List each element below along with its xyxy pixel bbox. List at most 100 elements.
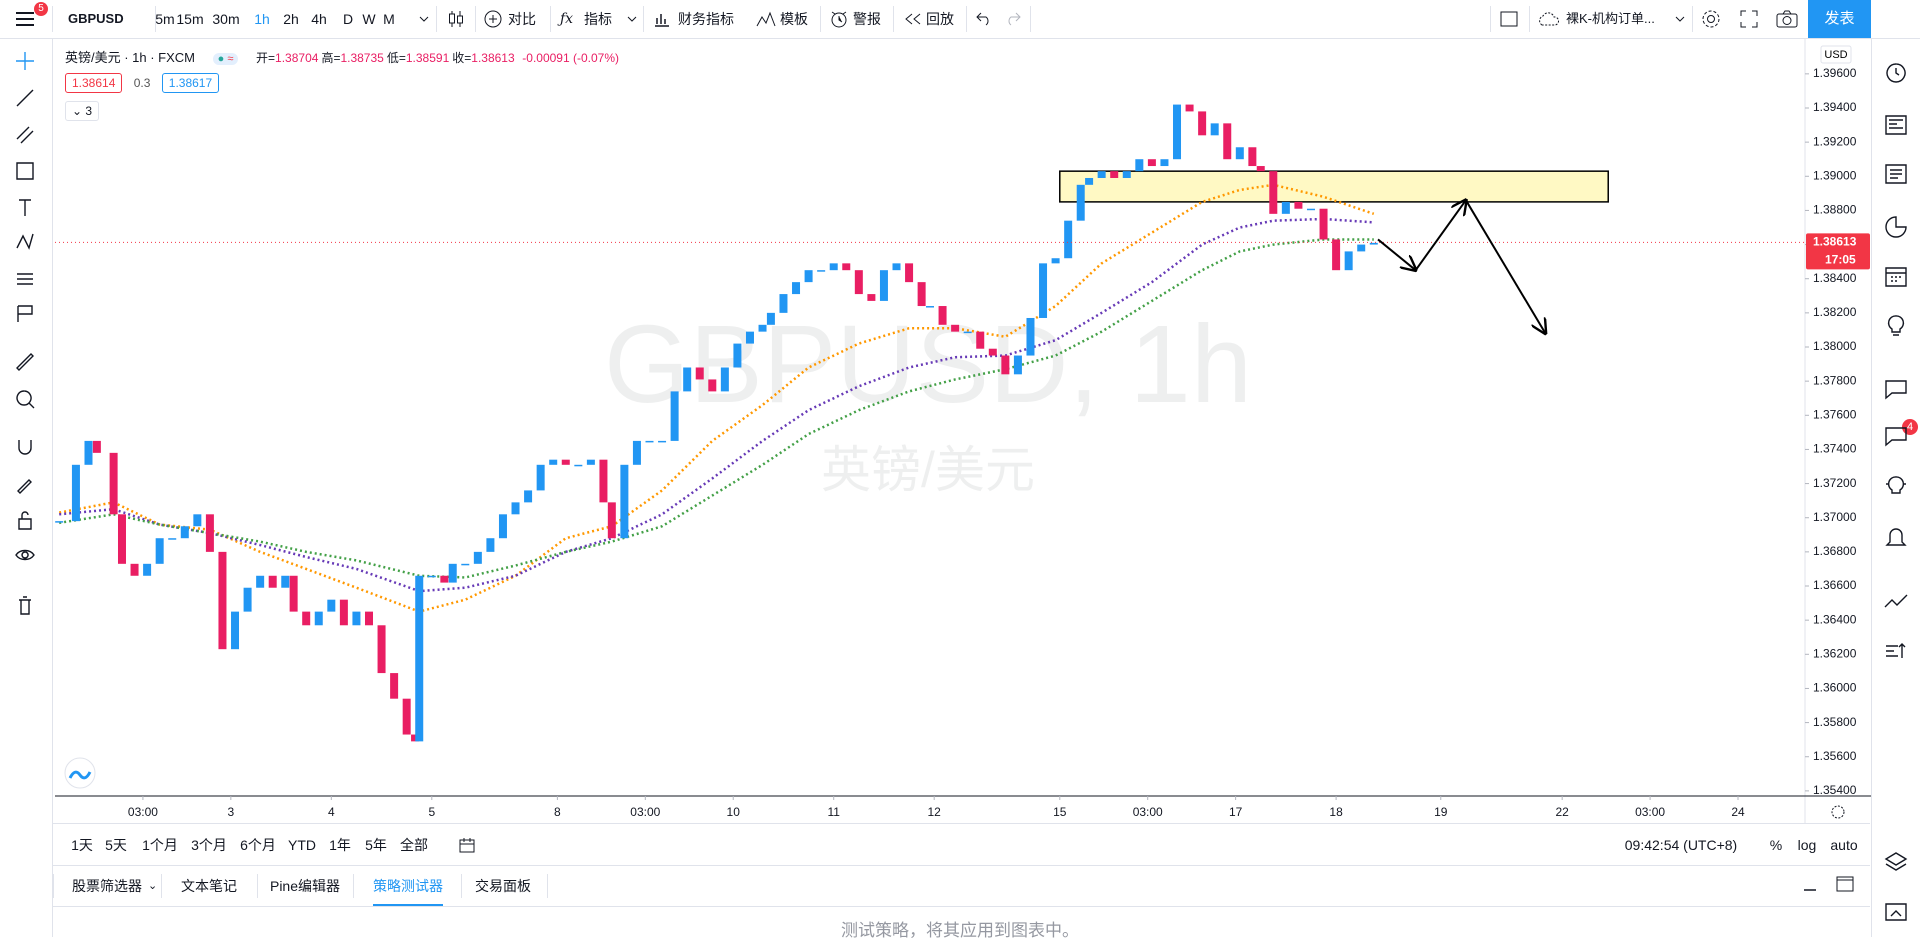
fullscreen-icon[interactable] <box>1740 10 1758 28</box>
collapse-button[interactable]: ⌄ 3 <box>65 101 100 121</box>
range-button[interactable]: 1年 <box>329 837 351 853</box>
compare[interactable]: 对比 <box>508 11 536 27</box>
sidebar-button[interactable] <box>1883 638 1909 664</box>
icon-shape <box>1885 216 1907 238</box>
panel-tab[interactable]: 股票筛选器 <box>72 878 142 894</box>
range-button[interactable]: 1天 <box>71 837 93 853</box>
sidebar-button[interactable] <box>1883 526 1909 552</box>
range-button[interactable]: 5天 <box>105 837 127 853</box>
interval[interactable]: W <box>362 11 376 27</box>
drawing-tool[interactable] <box>14 268 36 290</box>
status-pill[interactable]: ● ≈ <box>212 53 239 65</box>
panel-tab[interactable]: 策略测试器 <box>373 866 443 906</box>
drawing-tool[interactable] <box>14 509 36 531</box>
panel-tab[interactable]: 交易面板 <box>475 878 531 894</box>
minimize-icon[interactable] <box>1803 882 1817 892</box>
auto-toggle[interactable]: auto <box>1830 837 1858 853</box>
indicators[interactable]: 指标 <box>584 11 612 27</box>
interval[interactable]: 1h <box>254 11 270 27</box>
panel-tab[interactable]: 文本笔记 <box>181 878 237 894</box>
menu-icon[interactable] <box>14 10 36 28</box>
replay[interactable]: 回放 <box>926 11 954 27</box>
interval[interactable]: 2h <box>283 11 299 27</box>
financials[interactable]: 财务指标 <box>678 11 734 27</box>
sidebar-button[interactable] <box>1883 423 1909 449</box>
sidebar-button[interactable] <box>1883 589 1909 615</box>
interval[interactable]: 30m <box>212 11 240 27</box>
candle <box>842 263 851 271</box>
drawing-tool[interactable] <box>14 124 36 146</box>
range-button[interactable]: 全部 <box>400 837 428 853</box>
snapshot-icon[interactable] <box>1776 10 1798 28</box>
log-toggle[interactable]: log <box>1797 837 1817 853</box>
panel-tab[interactable]: Pine编辑器 <box>269 878 341 894</box>
alerts-icon[interactable] <box>829 9 849 29</box>
maximize-icon[interactable] <box>1836 876 1854 892</box>
templates[interactable]: 模板 <box>780 11 808 27</box>
sidebar-button[interactable] <box>1883 313 1909 339</box>
candle <box>1369 242 1378 245</box>
sidebar-button[interactable] <box>1883 112 1909 138</box>
drawing-tool[interactable] <box>14 594 36 616</box>
icon-shape <box>1886 643 1906 658</box>
layout-name[interactable]: 裸K-机构订单... <box>1566 11 1655 26</box>
publish-button[interactable]: 发表 <box>1808 0 1871 38</box>
chevron[interactable] <box>627 16 637 23</box>
layout-icon[interactable] <box>1500 11 1518 27</box>
interval[interactable]: 15m <box>176 11 204 27</box>
sidebar-button[interactable] <box>1883 376 1909 402</box>
drawing-tool[interactable] <box>14 231 36 253</box>
tab-chevron[interactable]: ⌄ <box>148 880 158 892</box>
range-button[interactable]: 5年 <box>365 837 387 853</box>
range-button[interactable]: YTD <box>288 837 316 853</box>
drawing-tool[interactable] <box>14 197 36 219</box>
sidebar-button[interactable] <box>1883 161 1909 187</box>
replay-icon[interactable] <box>904 13 922 25</box>
templates-icon[interactable] <box>756 10 776 28</box>
range-button[interactable]: 3个月 <box>191 837 227 853</box>
interval[interactable]: D <box>342 11 354 27</box>
ask[interactable]: 1.38617 <box>161 73 220 93</box>
y-tick-label: 1.36600 <box>1813 578 1857 592</box>
sidebar-button[interactable] <box>1883 850 1909 876</box>
candle <box>1198 111 1207 136</box>
alerts[interactable]: 警报 <box>853 11 881 27</box>
sidebar-button[interactable] <box>1883 263 1909 289</box>
interval[interactable]: 4h <box>311 11 327 27</box>
drawing-tool[interactable] <box>14 87 36 109</box>
sidebar-button[interactable] <box>1883 60 1909 86</box>
drawing-tool[interactable] <box>14 302 36 324</box>
goto-date-icon[interactable] <box>459 837 477 853</box>
drawing-tool[interactable] <box>14 388 36 410</box>
sidebar-button[interactable] <box>1883 474 1909 500</box>
range-button[interactable]: 6个月 <box>240 837 276 853</box>
chart-logo[interactable] <box>64 757 96 789</box>
interval[interactable]: 5m <box>155 11 175 27</box>
drawing-tool[interactable] <box>14 474 36 496</box>
range-button[interactable]: 1个月 <box>142 837 178 853</box>
candle <box>758 324 767 332</box>
bid[interactable]: 1.38614 <box>65 73 123 93</box>
compare-icon[interactable] <box>484 10 502 28</box>
drawing-tool[interactable] <box>14 50 36 72</box>
financials-icon[interactable] <box>653 10 671 28</box>
drawing-tool[interactable] <box>14 437 36 459</box>
candle <box>1235 147 1244 160</box>
cloud-icon[interactable] <box>1536 11 1562 27</box>
chevron[interactable] <box>1675 16 1685 23</box>
interval[interactable]: M <box>383 11 395 27</box>
redo-icon[interactable] <box>1004 12 1022 26</box>
drawing-tool[interactable] <box>14 351 36 373</box>
sidebar-button[interactable] <box>1883 899 1909 925</box>
drawing-tool[interactable] <box>14 160 36 182</box>
percent-toggle[interactable]: % <box>1769 837 1783 853</box>
undo-icon[interactable] <box>975 12 993 26</box>
chevron[interactable] <box>419 16 429 23</box>
candle <box>745 331 754 344</box>
fx-icon[interactable]: ƒx <box>560 11 574 27</box>
chart-type-icon[interactable] <box>448 9 464 29</box>
symbol[interactable]: GBPUSD <box>68 11 124 26</box>
settings-icon[interactable] <box>1701 9 1721 29</box>
drawing-tool[interactable] <box>14 544 36 566</box>
sidebar-button[interactable] <box>1883 214 1909 240</box>
